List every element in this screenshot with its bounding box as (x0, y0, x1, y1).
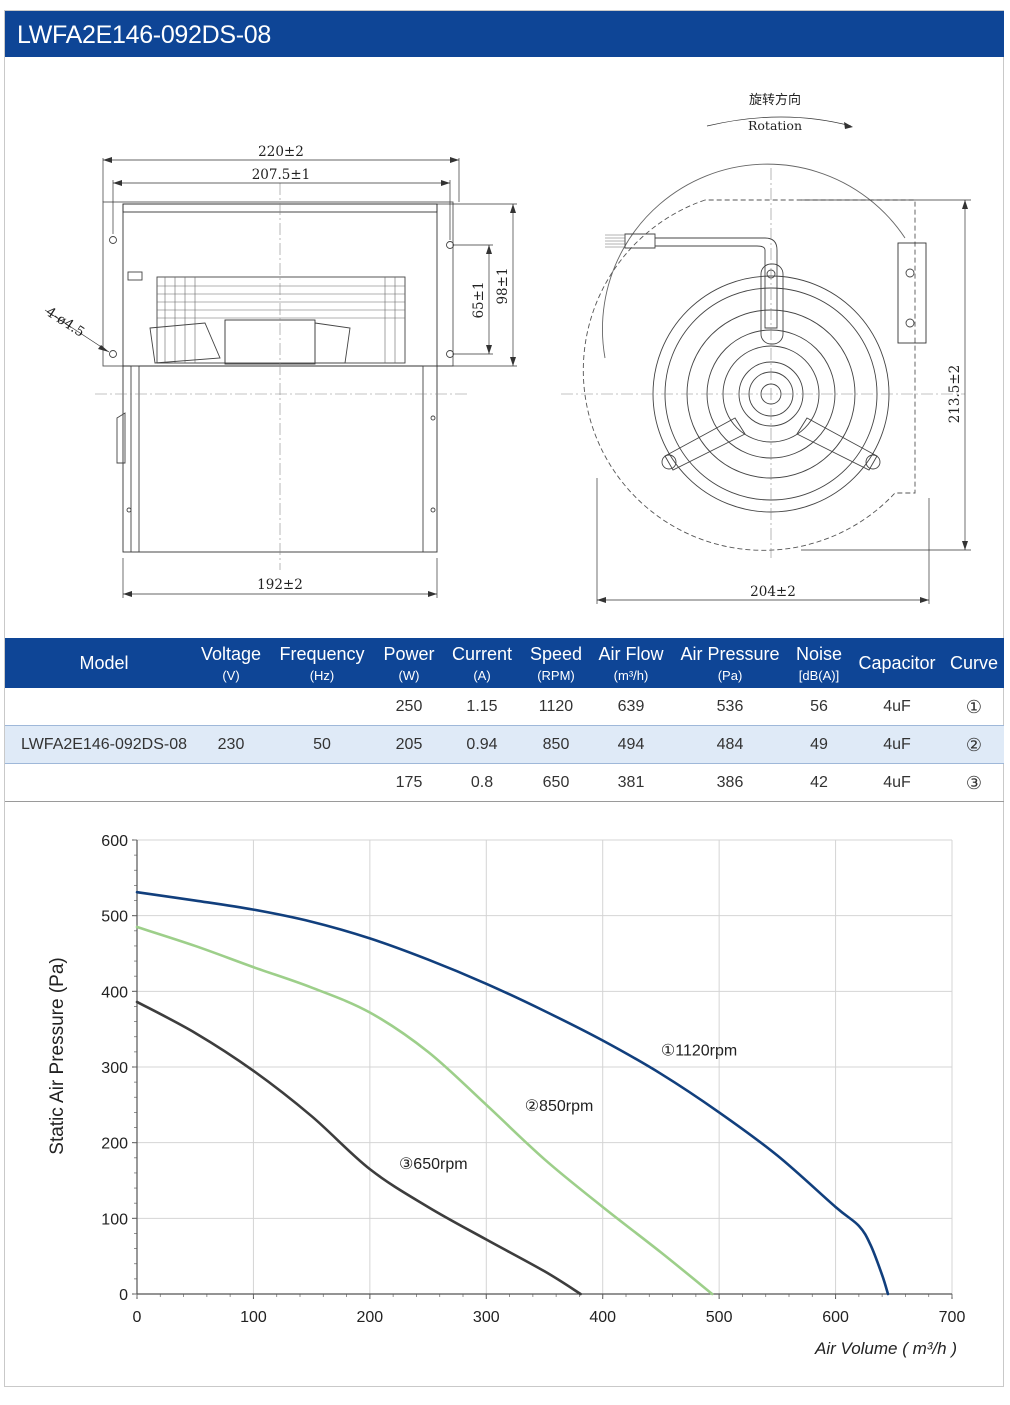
y-tick-label: 400 (101, 984, 128, 1001)
page-frame (4, 10, 1004, 1387)
y-tick-label: 600 (101, 833, 128, 850)
header-noise: Noise [dB(A)] (795, 644, 843, 683)
cell-power: 175 (395, 774, 423, 791)
x-tick-label: 100 (240, 1309, 267, 1326)
cell-airflow: 381 (617, 774, 645, 791)
dim-204: 204±2 (750, 584, 796, 600)
cell-capacitor: 4uF (883, 774, 911, 791)
table-row: 175 0.8 650 381 386 42 4uF ③ (5, 764, 1004, 802)
cell-pressure: 536 (716, 698, 744, 715)
cell-model: LWFA2E146-092DS-08 (20, 736, 187, 753)
cell-speed: 650 (542, 774, 570, 791)
cell-curve: ① (965, 697, 983, 717)
x-tick-label: 200 (357, 1309, 384, 1326)
x-tick-label: 500 (706, 1309, 733, 1326)
x-tick-label: 600 (822, 1309, 849, 1326)
header-airflow: Air Flow (m³/h) (598, 644, 664, 683)
curve-label-2: ②850rpm (525, 1098, 594, 1115)
cell-capacitor: 4uF (883, 736, 911, 753)
dim-220: 220±2 (258, 144, 304, 160)
dim-213: 213.5±2 (947, 365, 963, 424)
drawing-svg: 220±2 207.5±1 192±2 204±2 65±1 98±1 213.… (43, 92, 971, 604)
spec-table-body: 250 1.15 1120 639 536 56 4uF ① 205 0.94 … (5, 688, 1004, 802)
header-power: Power (W) (383, 644, 435, 683)
dimension-drawing: 220±2 207.5±1 192±2 204±2 65±1 98±1 213.… (5, 58, 1004, 638)
y-tick-label: 500 (101, 909, 128, 926)
rotation-cn-label: 旋转方向 (749, 92, 801, 108)
cell-noise: 56 (810, 698, 828, 715)
y-tick-label: 0 (119, 1287, 128, 1304)
header-model: Model (79, 653, 129, 673)
cell-current: 1.15 (466, 698, 498, 715)
x-axis-label: Air Volume ( m³/h ) (814, 1339, 957, 1358)
cell-speed: 850 (542, 736, 570, 753)
rotation-en-label: Rotation (748, 118, 802, 133)
cell-noise: 42 (810, 774, 828, 791)
side-view (44, 157, 517, 598)
header-frequency: Frequency (Hz) (279, 644, 365, 683)
x-tick-label: 0 (133, 1309, 142, 1326)
cell-curve: ③ (965, 773, 983, 793)
header-curve: Curve (949, 653, 998, 673)
dim-98: 98±1 (495, 267, 511, 304)
cell-frequency: 50 (313, 736, 331, 753)
cell-pressure: 386 (716, 774, 744, 791)
x-tick-label: 400 (589, 1309, 616, 1326)
cell-airflow: 639 (617, 698, 645, 715)
curve-label-3: ③650rpm (399, 1156, 468, 1173)
y-tick-label: 200 (101, 1136, 128, 1153)
cell-capacitor: 4uF (883, 698, 911, 715)
dim-65: 65±1 (471, 281, 487, 318)
header-current: Current (A) (451, 644, 513, 683)
table-row: 205 0.94 850 494 484 49 4uF ② (5, 725, 1004, 764)
curve-label-1: ①1120rpm (661, 1043, 737, 1060)
series-line-1 (135, 890, 890, 1296)
x-tick-label: 700 (939, 1309, 966, 1326)
page-title: LWFA2E146-092DS-08 (17, 21, 271, 49)
front-view (561, 116, 971, 604)
y-axis-label: Static Air Pressure (Pa) (47, 957, 68, 1154)
cell-pressure: 484 (716, 736, 744, 753)
header-air-pressure: Air Pressure (Pa) (680, 644, 780, 683)
performance-chart: 0 100 200 300 400 500 600 700 0 100 200 300 400 500 60… (5, 802, 1004, 1386)
chart-svg: 0 100 200 300 400 500 600 700 0 100 200 300 400 500 60… (47, 833, 966, 1358)
cell-speed: 1120 (538, 698, 574, 715)
x-tick-label: 300 (473, 1309, 500, 1326)
header-speed: Speed (RPM) (529, 644, 583, 683)
table-row: 250 1.15 1120 639 536 56 4uF ① (5, 688, 1004, 726)
cell-current: 0.94 (466, 736, 498, 753)
cell-airflow: 494 (617, 736, 645, 753)
dim-holes: 4-ø4.5 (43, 304, 88, 341)
spec-table-header: Model Voltage (V) Frequency (Hz) Power (W) … (5, 638, 1004, 688)
cell-noise: 49 (810, 736, 828, 753)
header-capacitor: Capacitor (858, 653, 936, 673)
title-bar: LWFA2E146-092DS-08 (5, 11, 1004, 57)
table-divider (5, 801, 1004, 802)
cell-curve: ② (965, 735, 983, 755)
dim-207: 207.5±1 (252, 167, 311, 183)
series-line-3 (135, 1000, 582, 1296)
y-tick-label: 100 (101, 1211, 128, 1228)
cell-voltage: 230 (217, 736, 245, 753)
cell-power: 250 (395, 698, 423, 715)
y-tick-label: 300 (101, 1060, 128, 1077)
header-voltage: Voltage (V) (200, 644, 262, 683)
cell-power: 205 (395, 736, 423, 753)
series-line-2 (135, 925, 714, 1296)
cell-current: 0.8 (470, 774, 494, 791)
dim-192: 192±2 (257, 577, 303, 593)
